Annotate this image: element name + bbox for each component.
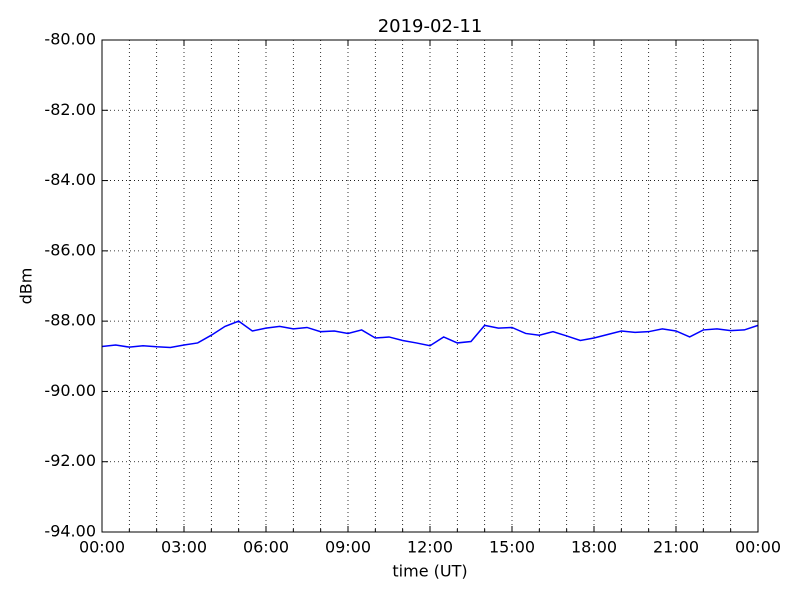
y-tick-label: -90.00: [44, 381, 96, 400]
plot-frame: [101, 39, 759, 533]
y-tick-label: -82.00: [44, 100, 96, 119]
x-tick-label: 03:00: [161, 538, 207, 557]
x-tick-label: 12:00: [407, 538, 453, 557]
y-tick-label: -84.00: [44, 170, 96, 189]
y-tick-label: -94.00: [44, 522, 96, 541]
x-tick-label: 21:00: [653, 538, 699, 557]
series-line: [101, 320, 759, 349]
x-tick-label: 15:00: [489, 538, 535, 557]
x-tick-label: 18:00: [571, 538, 617, 557]
y-tick-label: -80.00: [44, 30, 96, 49]
y-tick-label: -88.00: [44, 311, 96, 330]
x-tick-label: 09:00: [325, 538, 371, 557]
x-axis-label: time (UT): [392, 562, 467, 581]
x-tick-label: 00:00: [735, 538, 781, 557]
y-tick-label: -92.00: [44, 451, 96, 470]
x-tick-label: 00:00: [79, 538, 125, 557]
x-tick-label: 06:00: [243, 538, 289, 557]
y-axis-label: dBm: [17, 268, 36, 305]
chart-title: 2019-02-11: [378, 16, 483, 37]
y-tick-label: -86.00: [44, 240, 96, 259]
